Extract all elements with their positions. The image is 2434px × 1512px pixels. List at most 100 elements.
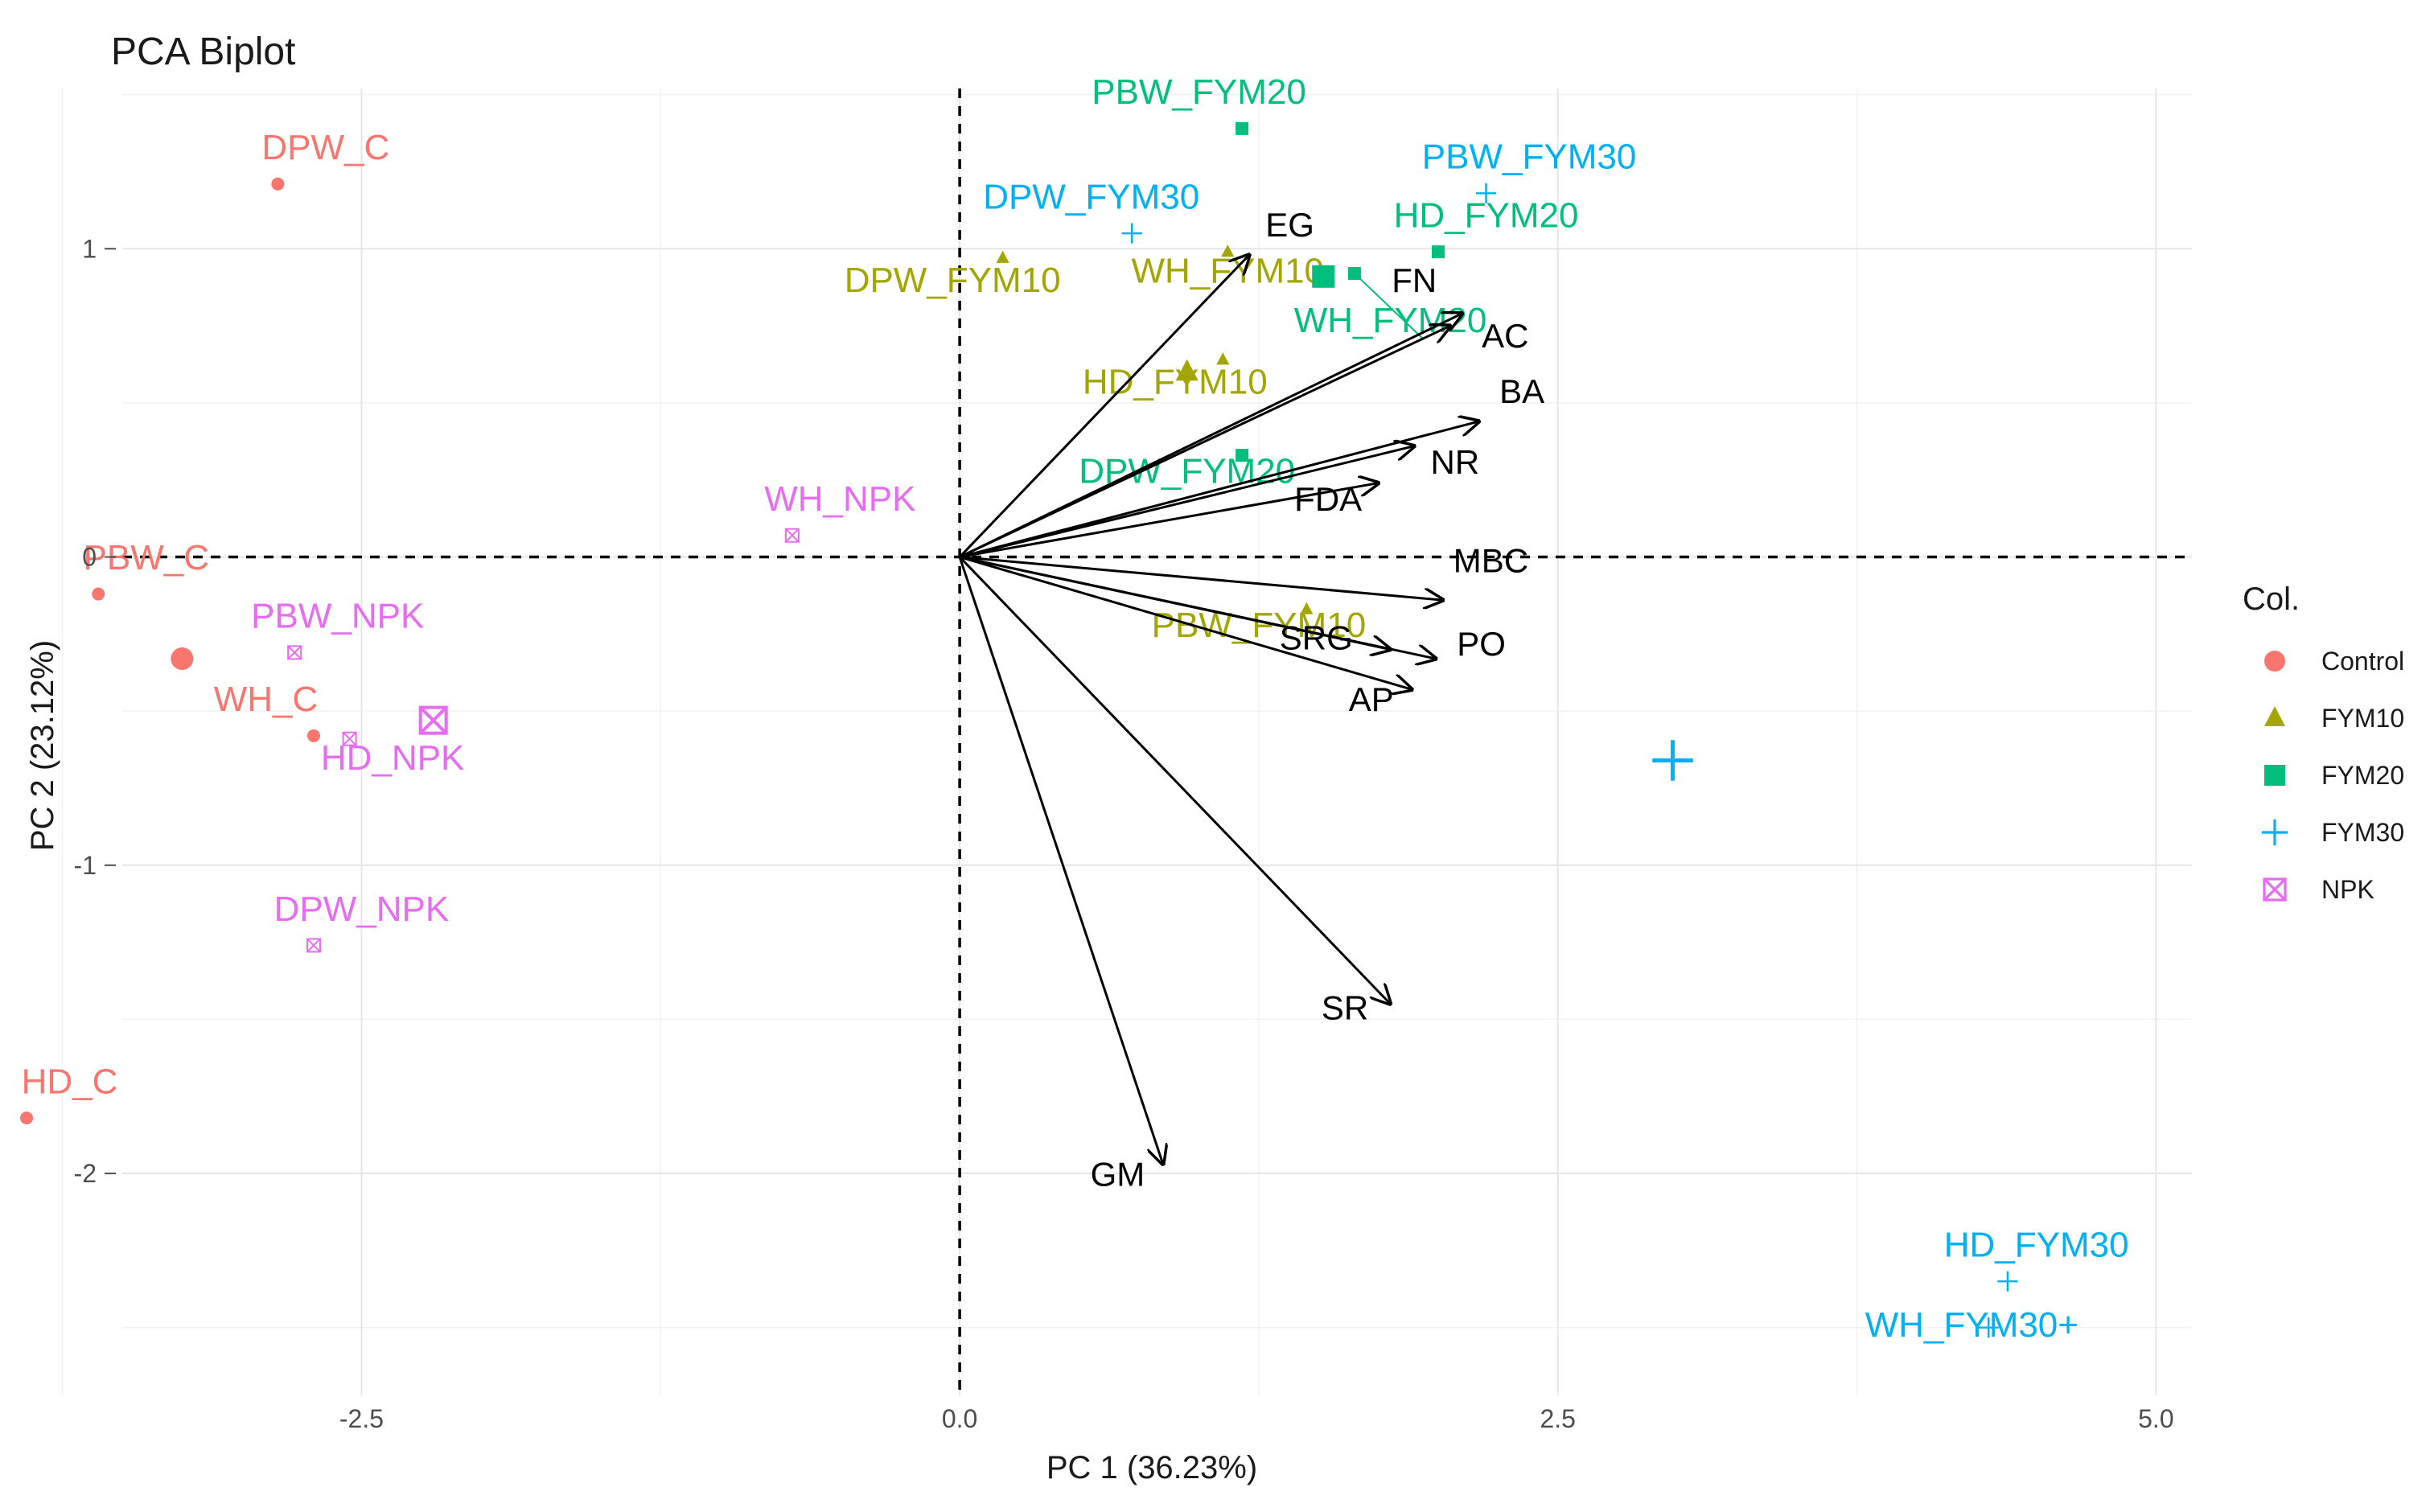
chart-title: PCA Biplot [111,31,295,73]
observation-label: PBW_FYM20 [1092,72,1306,112]
loading-vectors: EG FN AC BA NR FDA MBC PO SRG AP SR GM [958,206,1544,1193]
group-centroid-marker [1312,265,1335,288]
observation-marker [1347,266,1361,280]
observation-label: HD_C [22,1062,118,1101]
observation-marker [1997,1271,2018,1292]
group-centroid-marker [171,647,194,671]
loading-arrow-srg [959,556,1390,650]
legend-key-icon [2264,765,2285,786]
observation-marker [92,587,105,601]
observation-marker [1236,121,1249,135]
observation-marker [784,528,800,543]
loading-arrow-ac [959,326,1450,558]
x-tick-label: 2.5 [1540,1404,1575,1433]
legend-item-label: Control [2321,647,2404,676]
y-axis-ticks: -2 -1 0 1 [74,234,116,1188]
observation-marker [306,938,321,953]
group-fym30: PBW_FYM30 DPW_FYM30 HD_FYM30 WH_FYM30+ [983,138,2128,1346]
observation-marker [342,731,357,746]
legend-item-fym20: FYM20 [2264,761,2404,790]
observation-label: WH_FYM30+ [1865,1305,2078,1345]
y-tick-label: -1 [74,851,97,880]
observation-marker [287,645,302,660]
loading-label-mbc: MBC [1453,542,1528,580]
x-axis-label: PC 1 (36.23%) [1046,1450,1257,1485]
loading-label-ba: BA [1499,372,1544,410]
observation-label: DPW_FYM30 [983,177,1199,216]
loading-label-po: PO [1457,625,1506,663]
observation-label: PBW_NPK [251,597,424,636]
x-axis-ticks: -2.5 0.0 2.5 5.0 [339,1404,2174,1433]
observation-marker [1236,449,1249,462]
observation-marker [1121,223,1142,244]
observation-marker [1300,602,1314,614]
legend-key-icon [2261,819,2288,846]
observation-marker [306,729,320,742]
y-tick-label: -2 [74,1159,97,1188]
y-tick-label: 1 [82,234,97,263]
observation-points: DPW_C PBW_C WH_C HD_C DPW_FYM10 WH_FYM10 HD_FY… [20,72,2129,1345]
observation-label: PBW_FYM10 [1152,606,1367,645]
loading-arrow-nr [959,446,1414,559]
legend-key-icon [2263,877,2287,902]
y-tick-label: 0 [82,543,97,572]
observation-marker [1216,352,1230,365]
observation-label: DPW_FYM10 [845,261,1061,300]
observation-label: WH_C [214,680,319,719]
observation-marker [20,1111,34,1125]
loading-label-eg: EG [1265,206,1314,244]
loading-label-gm: GM [1091,1155,1145,1193]
legend-title: Col. [2243,581,2300,617]
legend-item-label: NPK [2321,875,2374,904]
plot-area: DPW_C PBW_C WH_C HD_C DPW_FYM10 WH_FYM10 HD_FY… [20,72,2192,1395]
observation-marker [1475,183,1497,203]
observation-label: HD_NPK [321,738,465,778]
observation-label: HD_FYM30 [1944,1226,2129,1265]
x-tick-label: 5.0 [2138,1404,2173,1433]
loading-label-sr: SR [1322,988,1368,1026]
loading-label-ac: AC [1482,317,1528,355]
observation-label: WH_NPK [764,479,915,519]
observation-label: DPW_C [261,128,389,167]
loading-arrow-gm [958,557,1163,1165]
loading-arrow-ap [959,556,1412,690]
observation-marker [1978,1317,1999,1338]
loading-label-nr: NR [1430,443,1479,481]
loading-label-fn: FN [1392,261,1437,299]
observation-marker [271,177,285,191]
legend-item-control: Control [2264,647,2404,676]
legend-item-fym10: FYM10 [2264,704,2404,733]
group-centroid-marker [1175,359,1198,381]
loading-label-ap: AP [1349,680,1394,718]
observation-marker [996,250,1009,263]
label-leader-line [1354,273,1424,339]
group-control: DPW_C PBW_C WH_C HD_C [20,128,389,1125]
loading-arrow-eg [959,255,1249,558]
observation-label: PBW_C [84,538,209,577]
loading-arrow-fda [959,483,1379,559]
group-centroid-marker [418,705,448,735]
group-npk: WH_NPK PBW_NPK HD_NPK DPW_NPK [251,479,915,953]
legend-key-icon [2264,651,2285,672]
observation-label: DPW_NPK [274,890,450,929]
loading-arrow-ba [959,421,1478,558]
observation-label: HD_FYM10 [1083,362,1268,401]
x-tick-label: 0.0 [942,1404,977,1433]
observation-label: WH_FYM20 [1294,301,1487,340]
loading-arrow-sr [959,556,1390,1005]
observation-marker [1432,245,1445,259]
group-centroid-marker [1652,740,1693,781]
loading-label-fda: FDA [1294,480,1362,518]
y-axis-label: PC 2 (23.12%) [25,640,60,851]
legend-key-icon [2264,706,2285,726]
loading-arrow-mbc [959,556,1443,601]
x-tick-label: -2.5 [339,1404,384,1433]
loading-label-srg: SRG [1280,619,1353,657]
observation-label: WH_FYM10 [1131,251,1324,290]
legend: Col. Control FYM10 FYM20 FYM30 NPK [2243,581,2404,904]
legend-item-fym30: FYM30 [2261,818,2404,847]
legend-item-label: FYM20 [2321,761,2404,790]
legend-item-label: FYM10 [2321,704,2404,733]
